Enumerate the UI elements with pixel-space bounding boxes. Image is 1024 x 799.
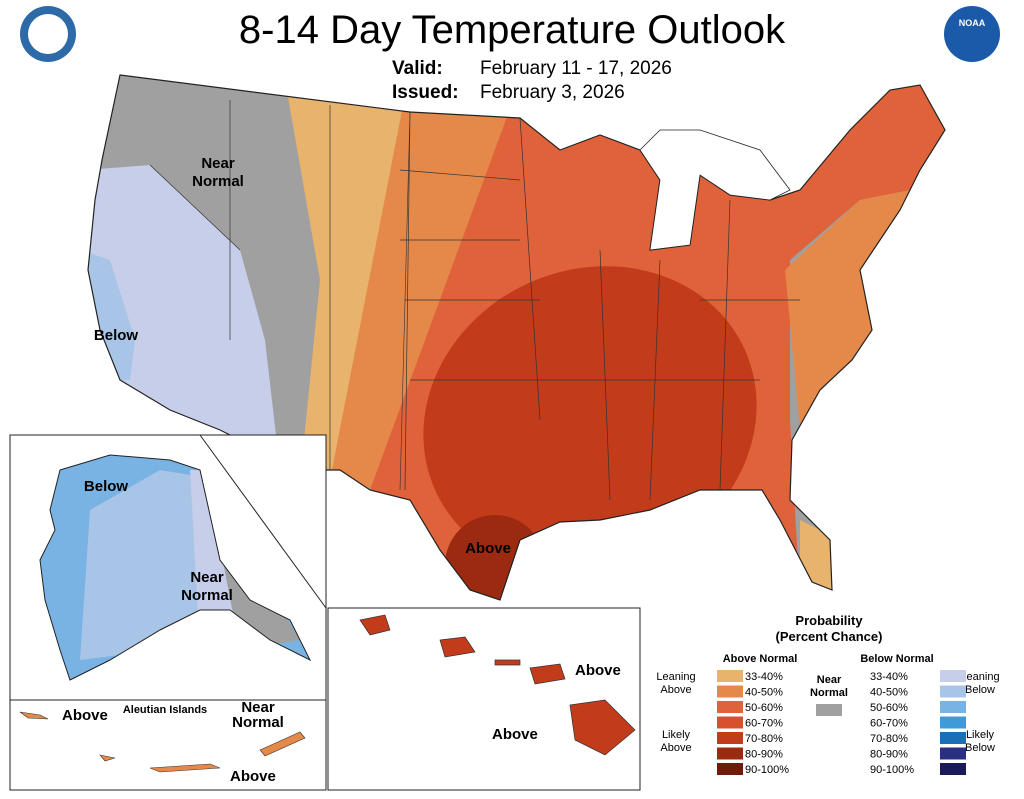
map-label: Near Normal: [181, 569, 233, 604]
legend-label: 33-40%: [745, 671, 783, 683]
legend-swatch: [717, 747, 743, 760]
legend-swatch: [717, 701, 743, 713]
legend-header: Below Normal: [860, 653, 933, 665]
legend-swatch: [816, 704, 842, 716]
legend-label: 80-90%: [745, 749, 783, 761]
legend-swatch: [717, 732, 743, 744]
legend-swatch: [940, 747, 966, 760]
map-label: Aleutian Islands: [123, 704, 207, 716]
legend-swatch: [940, 701, 966, 713]
map-label: Below: [84, 478, 129, 495]
legend-label: 60-70%: [745, 718, 783, 730]
legend-swatch: [940, 716, 966, 729]
hawaii-inset: [327, 607, 641, 791]
valid-label: Valid:: [392, 58, 443, 79]
legend-label: 50-60%: [745, 702, 783, 714]
map-label: Near Normal: [192, 155, 244, 190]
legend-swatch: [717, 670, 743, 682]
legend-label: 40-50%: [870, 687, 908, 699]
legend-swatch: [717, 716, 743, 729]
legend-label: 80-90%: [870, 749, 908, 761]
legend-near: Near Normal: [810, 674, 848, 699]
map-label: Below: [94, 327, 139, 344]
legend-swatch: [717, 763, 743, 775]
legend-group: Leaning Above: [656, 671, 695, 696]
legend-label: 70-80%: [745, 733, 783, 745]
legend-header: Above Normal: [723, 653, 798, 665]
legend-label: 60-70%: [870, 718, 908, 730]
issued-date: February 3, 2026: [480, 82, 625, 103]
map-label: Above: [230, 768, 276, 785]
legend-swatch: [940, 685, 966, 698]
legend: Probability (Percent Chance) Above Normal…: [656, 613, 999, 776]
legend-group: Likely Above: [660, 729, 691, 754]
legend-group: Leaning Below: [960, 671, 999, 696]
map-label: Above: [62, 707, 108, 724]
state-lines: [149, 100, 800, 501]
legend-label: 50-60%: [870, 702, 908, 714]
legend-label: 90-100%: [870, 764, 914, 776]
legend-label: 40-50%: [745, 687, 783, 699]
great-lakes: [639, 129, 791, 251]
legend-swatch: [717, 685, 743, 698]
legend-label: 90-100%: [745, 764, 789, 776]
issued-label: Issued:: [392, 82, 459, 103]
legend-label: 70-80%: [870, 733, 908, 745]
map-label: Above: [465, 540, 511, 557]
map-label: Above: [492, 726, 538, 743]
legend-swatch: [940, 670, 966, 682]
map-label: Near Normal: [232, 699, 284, 731]
legend-swatch: [940, 732, 966, 744]
legend-swatch: [940, 763, 966, 775]
legend-group: Likely Below: [965, 729, 995, 754]
noaa-logo: [944, 6, 1000, 62]
valid-dates: February 11 - 17, 2026: [480, 58, 672, 79]
noaa-text: NOAA: [959, 18, 986, 28]
map-label: Above: [575, 662, 621, 679]
legend-title: Probability (Percent Chance): [776, 613, 883, 644]
title: 8-14 Day Temperature Outlook: [239, 8, 786, 52]
legend-label: 33-40%: [870, 671, 908, 683]
